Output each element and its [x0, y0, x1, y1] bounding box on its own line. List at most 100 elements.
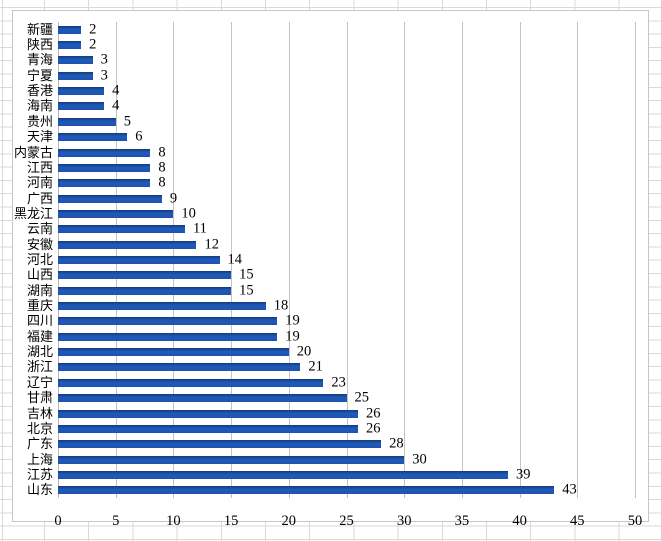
bar-内蒙古[interactable] — [58, 148, 151, 157]
bar-云南[interactable] — [58, 225, 185, 234]
data-label: 10 — [181, 205, 196, 222]
bar-广西[interactable] — [58, 194, 162, 203]
data-label: 19 — [285, 312, 300, 329]
bar-福建[interactable] — [58, 332, 278, 341]
data-label: 11 — [192, 220, 207, 237]
bar-天津[interactable] — [58, 133, 128, 142]
data-label: 3 — [100, 67, 108, 84]
x-axis-tick-label: 15 — [223, 513, 239, 529]
bar-广东[interactable] — [58, 440, 382, 449]
category-label: 陕西 — [26, 37, 53, 53]
data-label: 5 — [123, 113, 131, 130]
category-label: 广西 — [26, 190, 53, 206]
data-label: 30 — [412, 451, 427, 468]
bar-重庆[interactable] — [58, 302, 266, 311]
category-label: 山东 — [26, 482, 53, 498]
x-axis-tick-label: 40 — [512, 513, 527, 529]
category-label: 湖南 — [26, 282, 53, 298]
bar-北京[interactable] — [58, 424, 359, 433]
x-axis-tick-label: 0 — [54, 513, 62, 529]
data-label: 20 — [296, 343, 312, 360]
bar-山西[interactable] — [58, 271, 232, 280]
data-label: 8 — [158, 174, 166, 191]
x-axis-tick-label: 45 — [570, 513, 585, 529]
data-label: 26 — [366, 420, 381, 437]
plot-gridline — [461, 22, 463, 498]
data-label: 15 — [239, 266, 254, 283]
category-label: 天津 — [26, 129, 53, 145]
category-label: 山西 — [26, 267, 53, 283]
bar-宁夏[interactable] — [58, 71, 93, 80]
category-label: 北京 — [26, 421, 53, 437]
x-axis-tick-label: 35 — [454, 513, 470, 529]
bar-浙江[interactable] — [58, 363, 301, 372]
data-label: 15 — [239, 282, 254, 299]
data-label: 28 — [389, 435, 404, 452]
category-label: 香港 — [26, 83, 53, 99]
data-label: 23 — [331, 374, 346, 391]
x-axis-tick-label: 50 — [627, 513, 643, 529]
category-label: 浙江 — [26, 359, 53, 375]
plot-gridline — [519, 22, 521, 498]
plot-gridline — [231, 22, 233, 498]
category-label: 湖北 — [26, 344, 53, 360]
data-label: 39 — [516, 466, 531, 483]
data-label: 8 — [158, 143, 166, 160]
category-label: 宁夏 — [26, 67, 53, 83]
bar-陕西[interactable] — [58, 41, 82, 50]
bar-贵州[interactable] — [58, 117, 116, 126]
category-label: 青海 — [26, 52, 53, 68]
category-label: 安徽 — [26, 236, 53, 252]
bar-河南[interactable] — [58, 179, 151, 188]
plot-gridline — [577, 22, 579, 498]
data-label: 14 — [227, 251, 243, 268]
category-label: 重庆 — [26, 298, 53, 314]
bar-上海[interactable] — [58, 455, 405, 464]
bar-黑龙江[interactable] — [58, 209, 174, 218]
bar-香港[interactable] — [58, 87, 105, 96]
data-label: 12 — [204, 236, 219, 253]
category-label: 吉林 — [26, 405, 53, 421]
data-label: 25 — [354, 389, 370, 406]
chart-object[interactable]: 0 5 10 15 20 25 30 35 40 45 50 新疆 2 陕西 2 青海 3 宁夏 3 香港 4 海南 4 贵州… — [12, 10, 649, 528]
bar-江苏[interactable] — [58, 470, 509, 479]
data-label: 2 — [89, 36, 97, 53]
data-label: 19 — [285, 328, 300, 345]
bar-河北[interactable] — [58, 256, 220, 264]
bar-吉林[interactable] — [58, 409, 359, 418]
data-label: 43 — [562, 481, 577, 498]
bar-江西[interactable] — [58, 163, 151, 172]
bar-海南[interactable] — [58, 102, 105, 111]
x-axis-tick-label: 10 — [166, 513, 181, 529]
category-label: 河北 — [26, 252, 53, 268]
category-label: 云南 — [26, 221, 53, 237]
category-label: 江西 — [26, 160, 53, 176]
category-label: 辽宁 — [26, 375, 53, 391]
bar-湖南[interactable] — [58, 286, 232, 295]
data-label: 4 — [112, 97, 120, 114]
data-label: 18 — [273, 297, 289, 314]
plot-gridline — [288, 22, 290, 498]
category-label: 黑龙江 — [13, 206, 53, 222]
bar-新疆[interactable] — [58, 25, 82, 34]
category-label: 贵州 — [26, 114, 53, 130]
category-label: 新疆 — [26, 21, 53, 37]
category-label: 福建 — [26, 329, 53, 345]
bar-安徽[interactable] — [58, 240, 197, 249]
bar-甘肃[interactable] — [58, 394, 347, 403]
plot-gridline — [404, 22, 406, 498]
x-axis-tick-label: 25 — [339, 513, 354, 529]
data-label: 21 — [308, 358, 323, 375]
data-label: 8 — [158, 159, 166, 176]
bar-四川[interactable] — [58, 317, 278, 326]
bar-湖北[interactable] — [58, 348, 289, 357]
category-label: 甘肃 — [26, 390, 53, 406]
x-axis-tick-label: 30 — [396, 513, 412, 529]
bar-辽宁[interactable] — [58, 378, 324, 387]
data-label: 3 — [100, 51, 108, 68]
data-label: 26 — [366, 405, 381, 422]
category-label: 广东 — [26, 436, 53, 452]
data-label: 4 — [112, 82, 120, 99]
bar-青海[interactable] — [58, 56, 93, 65]
bar-山东[interactable] — [58, 486, 555, 495]
